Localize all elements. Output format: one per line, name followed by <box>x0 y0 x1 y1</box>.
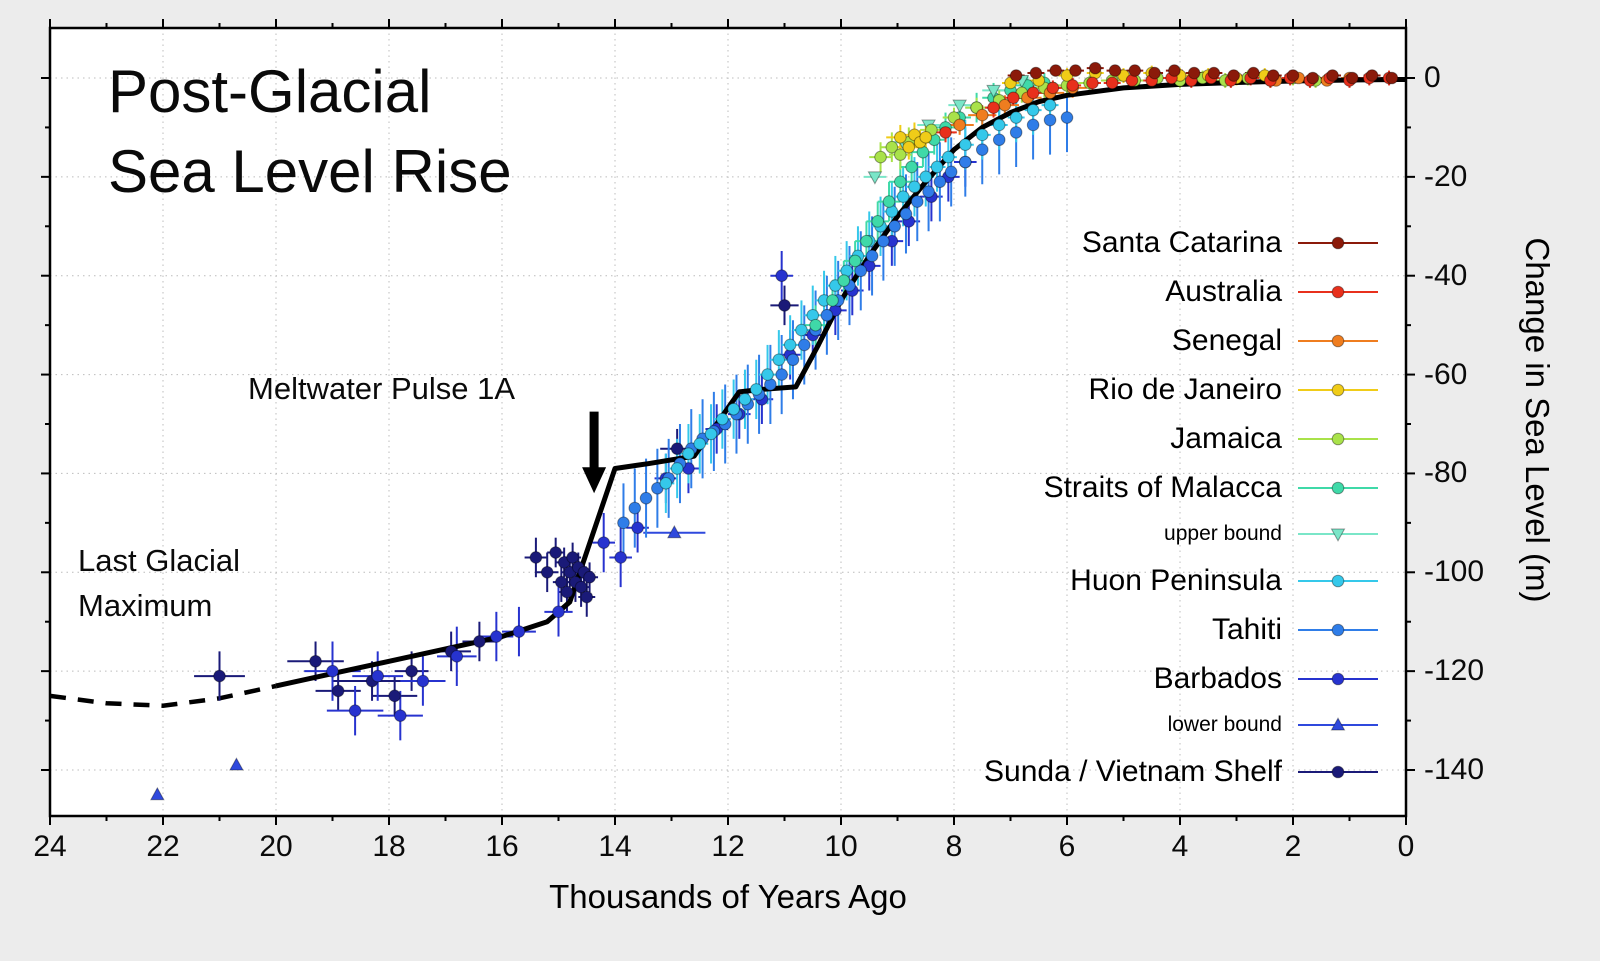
sea-level-trend-line <box>275 76 1407 689</box>
series-santa-catarina <box>1009 61 1399 85</box>
series-sunda-vietnam-shelf <box>213 299 791 703</box>
lgm-dashed-line <box>49 683 277 708</box>
series-barbados <box>326 155 972 722</box>
series-lower-bound <box>150 524 682 801</box>
series-huon-peninsula <box>659 98 1057 490</box>
down-arrow-icon <box>582 411 607 494</box>
